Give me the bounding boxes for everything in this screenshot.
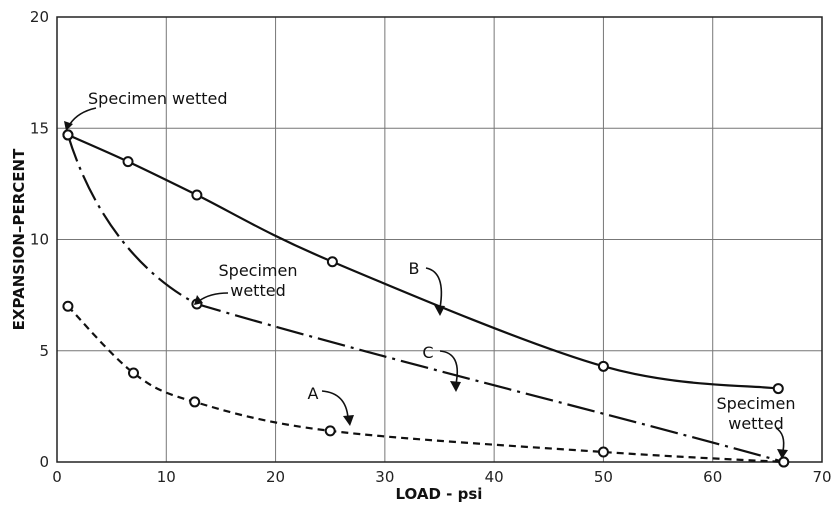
data-point [778,456,790,468]
annotation-text: C [422,343,433,362]
annotations: Specimen wettedSpecimenwettedSpecimenwet… [64,89,795,459]
annotation-text: Specimen [219,261,298,280]
arrowhead [434,305,445,316]
data-point [324,425,336,437]
annotation-curve-label-A: A [308,384,354,426]
annotation-arrow [439,350,459,385]
annotation-text: A [308,384,319,403]
data-point [122,156,134,168]
annotation-text: wetted [230,281,285,300]
x-tick-label: 60 [703,468,722,486]
series-line-C [66,134,785,464]
data-point [62,300,74,312]
series [62,129,790,468]
data-point [62,129,74,141]
annotation-specimen-wetted: Specimen wetted [64,89,228,131]
arrowhead [450,381,461,392]
arrowhead [64,121,73,131]
annotation-arrow [775,427,785,452]
annotation-arrow [425,267,443,309]
arrowhead [194,295,203,305]
series-line-A [67,305,784,464]
arrowhead [777,449,788,459]
x-tick-label: 70 [812,468,831,486]
arrowhead [343,415,354,426]
x-axis-label: LOAD - psi [396,485,483,503]
x-tick-label: 0 [52,468,62,486]
y-axis-label: EXPANSION–PERCENT [10,148,28,330]
data-point [597,360,609,372]
grid [57,17,822,462]
y-tick-label: 5 [39,342,49,360]
x-tick-label: 20 [266,468,285,486]
x-tick-label: 10 [157,468,176,486]
annotation-arrow [69,107,97,125]
annotation-arrow [198,292,229,302]
data-point [772,383,784,395]
x-tick-label: 40 [485,468,504,486]
plot-frame [56,16,823,463]
data-point [597,446,609,458]
tick-labels: 0 10 20 30 40 50 60 70 0 5 10 15 20 [30,8,831,486]
annotation-text: B [409,259,420,278]
annotation-text: wetted [728,414,783,433]
data-point [191,189,203,201]
annotation-text: Specimen [717,394,796,413]
data-point [189,396,201,408]
y-tick-label: 20 [30,8,49,26]
y-tick-label: 15 [30,119,49,137]
annotation-text: Specimen wetted [88,89,228,108]
annotation-curve-label-C: C [422,343,461,392]
x-tick-label: 50 [594,468,613,486]
x-tick-label: 30 [375,468,394,486]
y-tick-label: 10 [30,231,49,249]
annotation-curve-label-B: B [409,259,445,316]
data-point [326,256,338,268]
data-point [128,367,139,379]
y-tick-label: 0 [39,453,49,471]
annotation-arrow [321,390,349,419]
